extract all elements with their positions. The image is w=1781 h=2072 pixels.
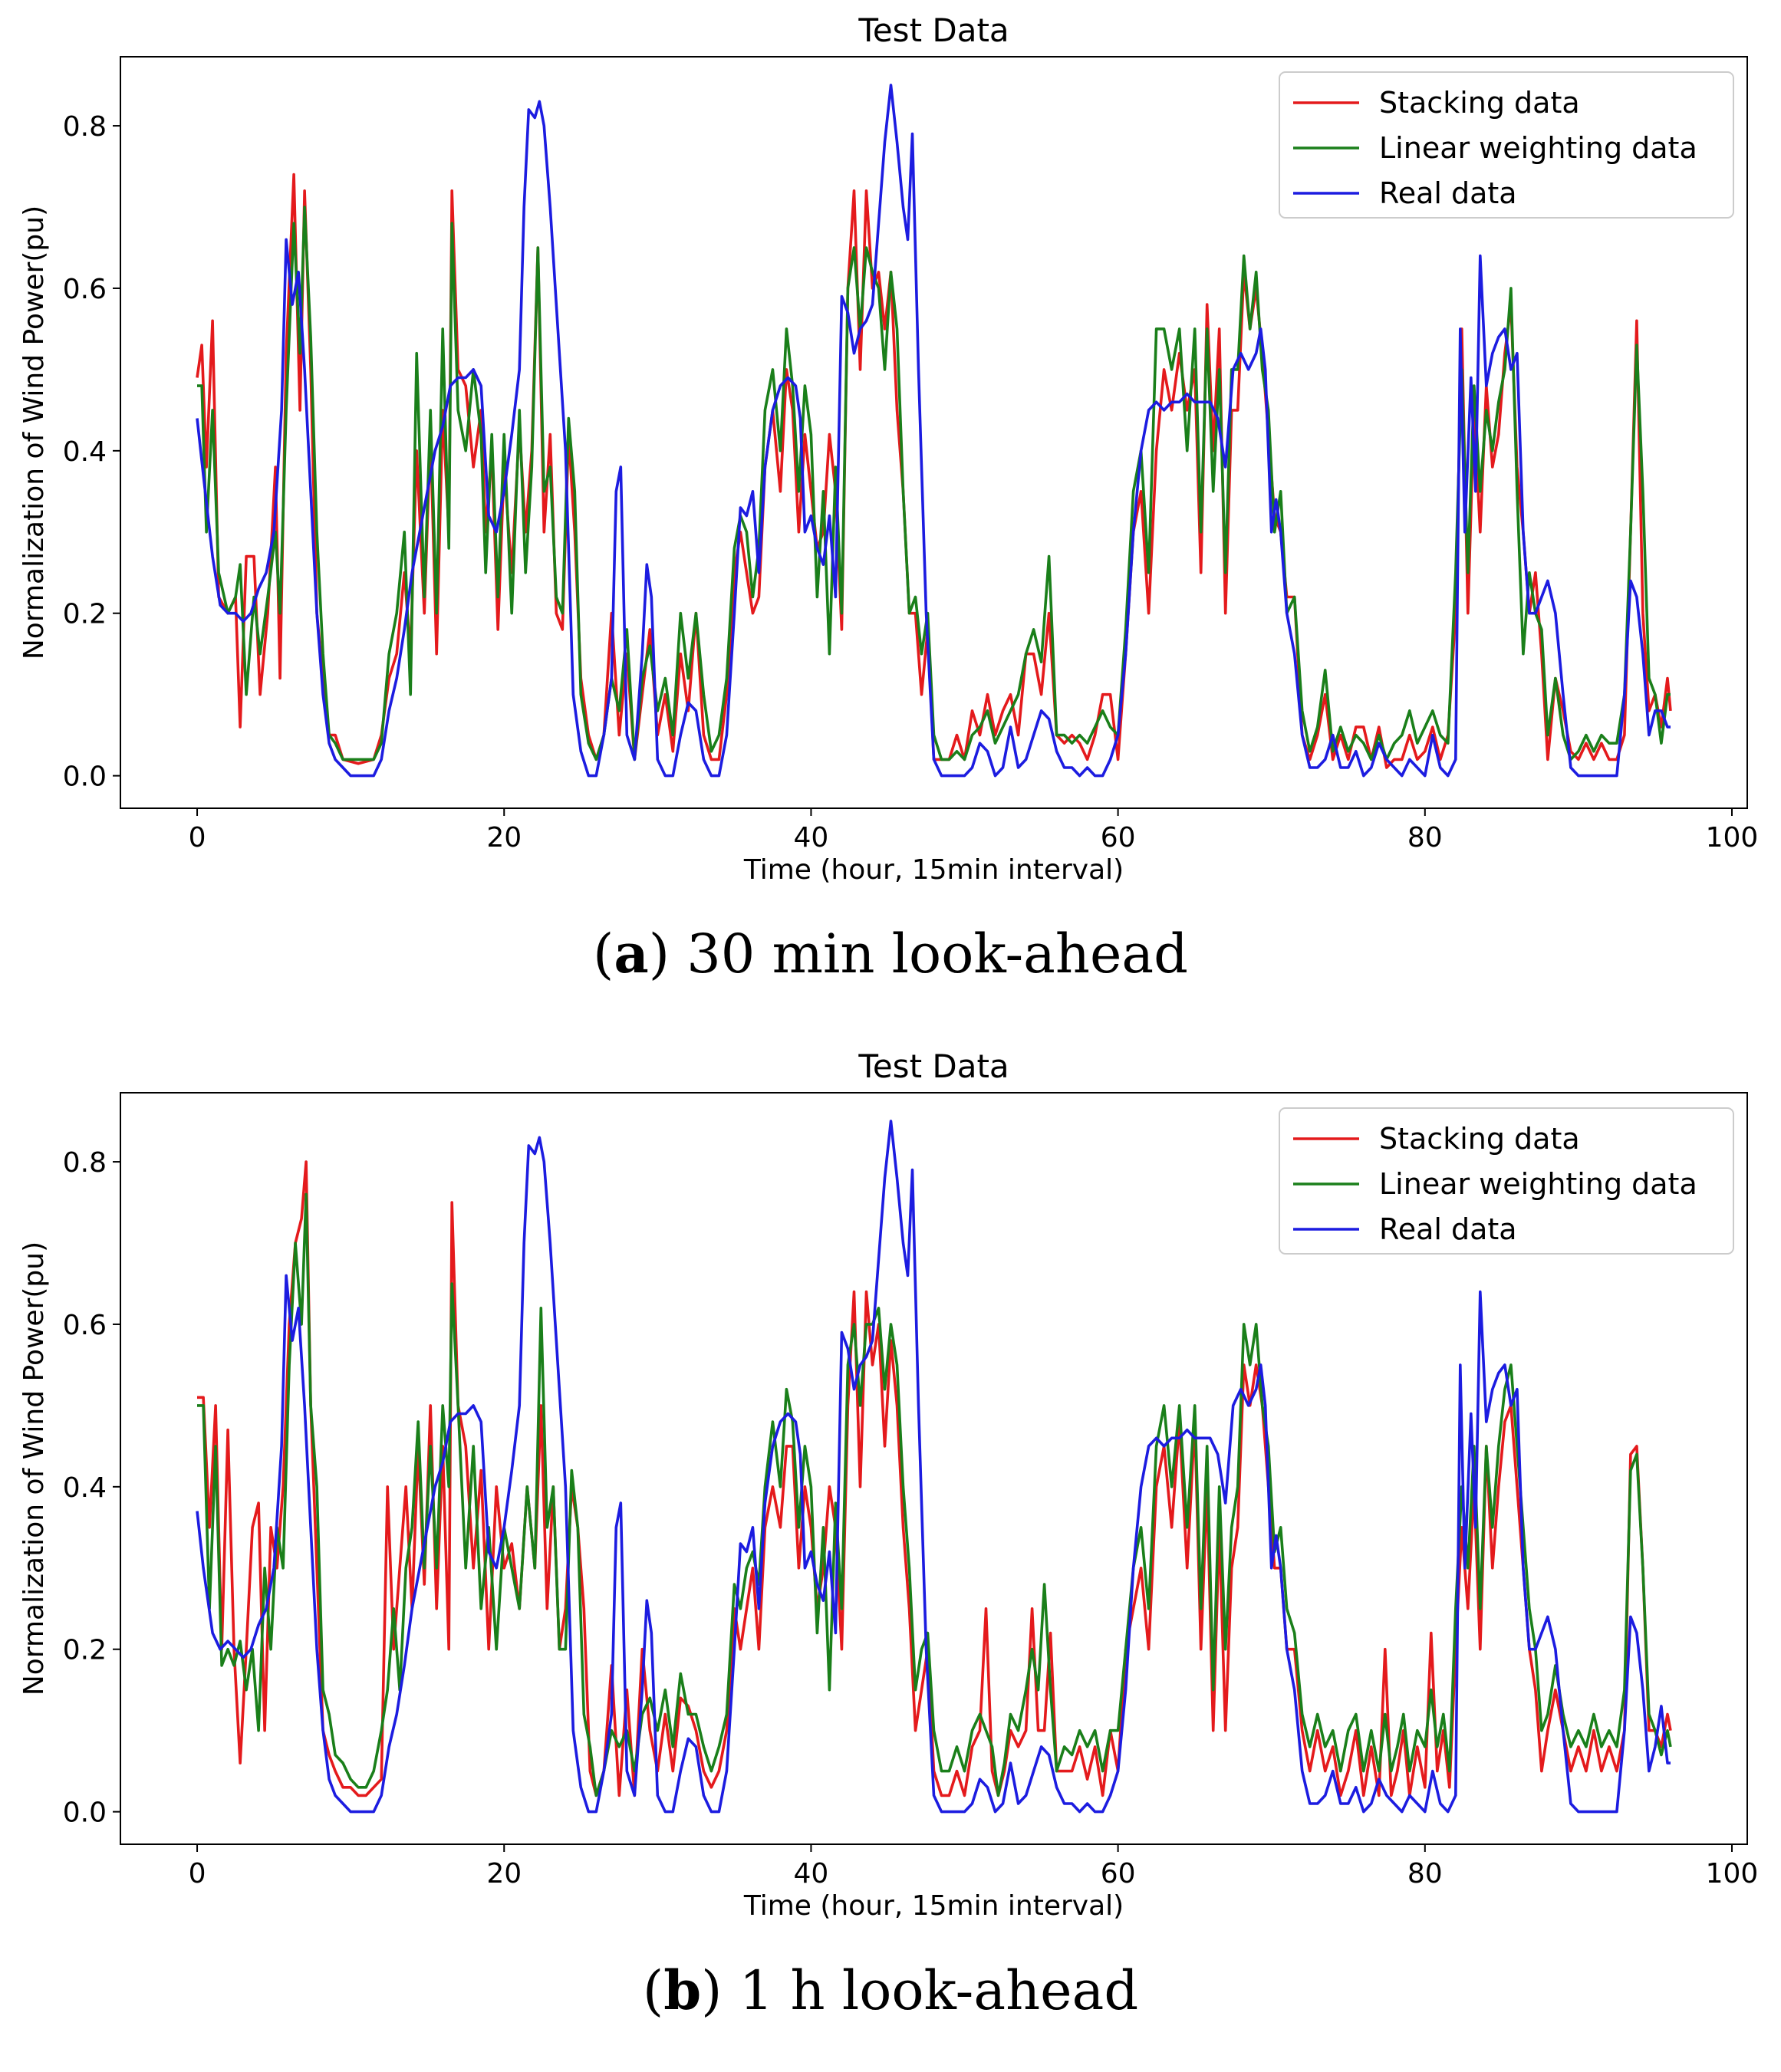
y-tick-label: 0.0 (63, 1797, 107, 1829)
y-tick-label: 0.2 (63, 599, 107, 630)
caption-open-paren: ( (643, 1959, 663, 2022)
chart-title: Test Data (858, 1048, 1009, 1085)
x-axis-label: Time (hour, 15min interval) (743, 1890, 1124, 1922)
panel-b: Test Data 0 20 40 60 80 100 0.0 0.2 0.4 0.6 0.8 Time… (18, 1048, 1758, 2022)
x-tick-label: 40 (794, 1858, 829, 1889)
y-tick-label: 0.4 (63, 436, 107, 468)
legend: Stacking data Linear weighting data Real d… (1279, 71, 1734, 219)
y-tick-label: 0.8 (63, 1147, 107, 1179)
caption-text: 30 min look-ahead (670, 923, 1188, 985)
y-tick-label: 0.6 (63, 1310, 107, 1341)
chart-title: Test Data (858, 12, 1009, 49)
x-tick-label: 100 (1706, 822, 1759, 853)
caption-letter: b (663, 1959, 701, 2022)
y-tick-label: 0.2 (63, 1635, 107, 1666)
caption-letter: a (614, 922, 648, 985)
x-tick-label: 60 (1101, 822, 1136, 853)
y-tick-label: 0.0 (63, 761, 107, 793)
series-line-real (196, 1120, 1671, 1814)
legend-label: Linear weighting data (1379, 1167, 1697, 1201)
y-tick-label: 0.4 (63, 1472, 107, 1504)
x-tick-label: 100 (1706, 1858, 1759, 1889)
series-line-linear (197, 1192, 1672, 1797)
x-tick-label: 20 (486, 822, 522, 853)
x-tick-label: 20 (486, 1858, 522, 1889)
caption-open-paren: ( (593, 923, 614, 985)
x-tick-label: 80 (1407, 1858, 1443, 1889)
x-tick-label: 0 (189, 1858, 206, 1889)
series-group (196, 1120, 1672, 1814)
panel-caption: (b) 1 h look-ahead (643, 1959, 1138, 2022)
legend-box (1279, 1107, 1734, 1255)
legend-label: Stacking data (1379, 1122, 1580, 1156)
y-tick-label: 0.6 (63, 274, 107, 305)
series-line-real (196, 84, 1671, 778)
panel-caption: (a) 30 min look-ahead (593, 922, 1188, 985)
y-axis-label: Normalization of Wind Power(pu) (18, 206, 50, 659)
x-tick-label: 40 (794, 822, 829, 853)
legend-label: Real data (1379, 176, 1517, 210)
legend-box (1279, 71, 1734, 219)
series-line-linear (197, 206, 1671, 761)
y-tick-label: 0.8 (63, 111, 107, 143)
panel-a: Test Data 0 20 40 60 80 100 0.0 0.2 0.4 0.6 0.8 Time… (18, 12, 1758, 985)
plot-frame (120, 1092, 1748, 1845)
legend: Stacking data Linear weighting data Real d… (1279, 1107, 1734, 1255)
caption-text: 1 h look-ahead (722, 1959, 1138, 2022)
x-tick-label: 80 (1407, 822, 1443, 853)
legend-label: Stacking data (1379, 86, 1580, 120)
x-axis-label: Time (hour, 15min interval) (743, 854, 1124, 886)
caption-close-paren: ) (701, 1959, 722, 2022)
caption-close-paren: ) (649, 923, 670, 985)
legend-label: Linear weighting data (1379, 131, 1697, 165)
series-group (196, 84, 1672, 778)
plot-frame (120, 56, 1748, 809)
y-axis-label: Normalization of Wind Power(pu) (18, 1242, 50, 1695)
x-tick-label: 60 (1101, 1858, 1136, 1889)
x-tick-label: 0 (189, 822, 206, 853)
legend-label: Real data (1379, 1212, 1517, 1246)
